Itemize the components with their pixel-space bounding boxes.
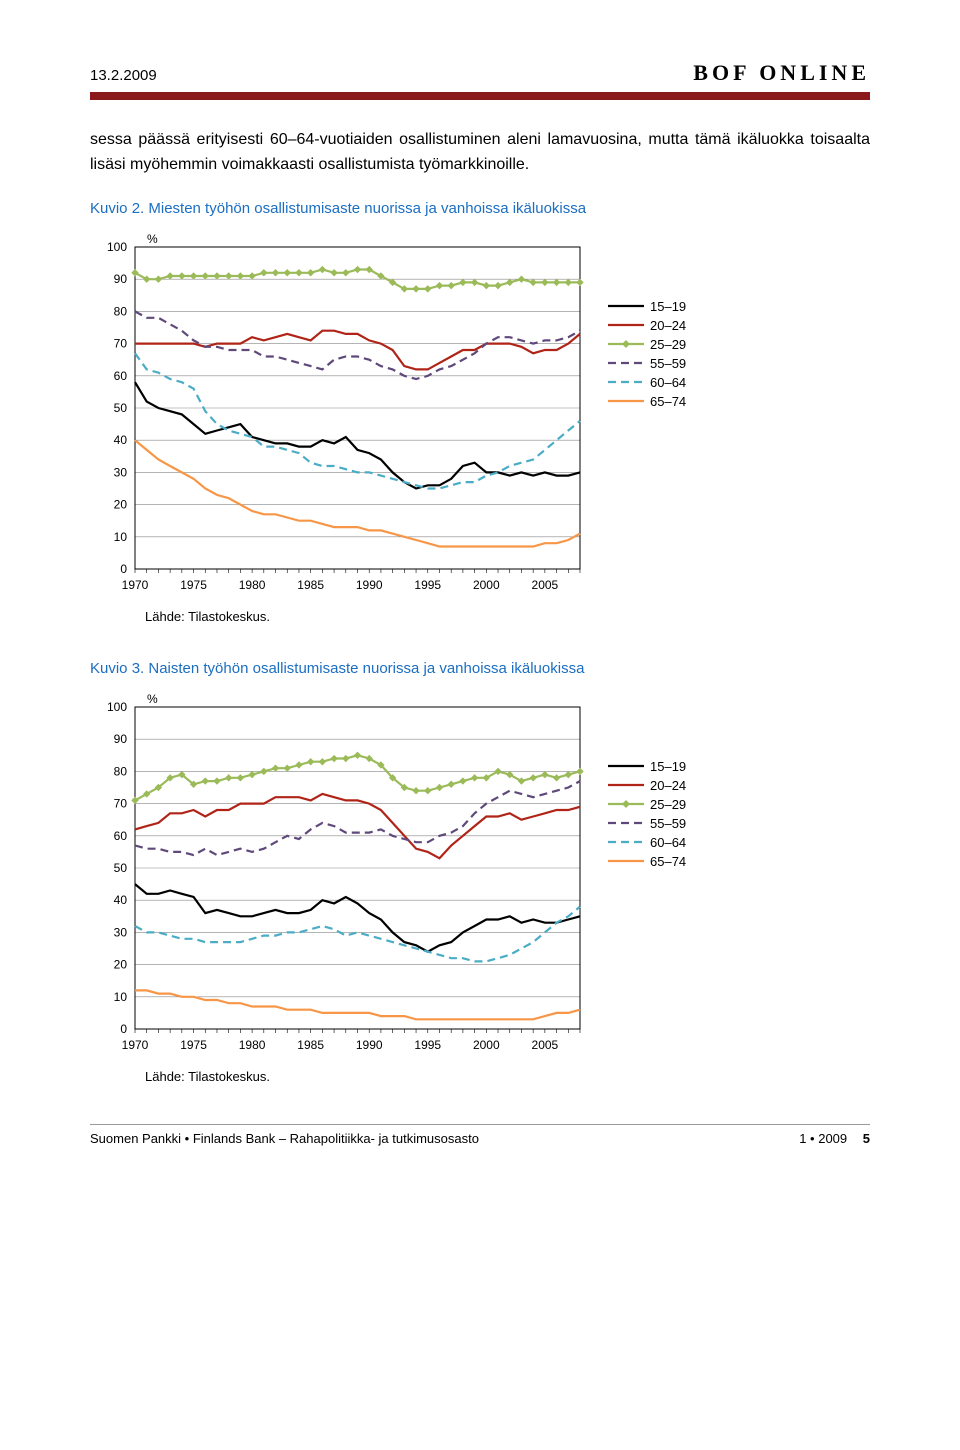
svg-text:20: 20: [114, 957, 128, 971]
svg-text:1990: 1990: [356, 1038, 383, 1052]
chart-block: Kuvio 2. Miesten työhön osallistumisaste…: [90, 200, 870, 624]
svg-text:2005: 2005: [532, 578, 559, 592]
svg-text:100: 100: [107, 700, 127, 714]
svg-text:90: 90: [114, 272, 128, 286]
svg-text:1980: 1980: [239, 578, 266, 592]
legend-label: 65–74: [650, 394, 686, 409]
legend-label: 60–64: [650, 835, 686, 850]
legend-label: 55–59: [650, 356, 686, 371]
legend-item: 65–74: [608, 394, 686, 409]
svg-text:1985: 1985: [297, 578, 324, 592]
svg-text:10: 10: [114, 989, 128, 1003]
svg-text:30: 30: [114, 925, 128, 939]
legend-label: 65–74: [650, 854, 686, 869]
legend-item: 20–24: [608, 778, 686, 793]
footer-issue: 1 • 2009: [799, 1131, 847, 1146]
svg-text:1980: 1980: [239, 1038, 266, 1052]
legend-label: 25–29: [650, 337, 686, 352]
footer-left: Suomen Pankki • Finlands Bank – Rahapoli…: [90, 1131, 479, 1146]
legend-item: 60–64: [608, 835, 686, 850]
legend-label: 25–29: [650, 797, 686, 812]
legend-item: 15–19: [608, 759, 686, 774]
svg-text:80: 80: [114, 764, 128, 778]
svg-text:1995: 1995: [414, 578, 441, 592]
legend-item: 25–29: [608, 797, 686, 812]
legend-label: 60–64: [650, 375, 686, 390]
svg-text:70: 70: [114, 796, 128, 810]
page-footer: Suomen Pankki • Finlands Bank – Rahapoli…: [90, 1124, 870, 1146]
chart-svg: 0 10 20 30 40 50 60 70 80 90 100 1970 1975 1980 1985 19…: [90, 689, 590, 1059]
chart-legend: 15–19 20–24 25–29 55–59 60–64 65–74: [608, 299, 686, 413]
legend-label: 55–59: [650, 816, 686, 831]
svg-text:1985: 1985: [297, 1038, 324, 1052]
legend-item: 60–64: [608, 375, 686, 390]
legend-label: 20–24: [650, 318, 686, 333]
chart-source: Lähde: Tilastokeskus.: [145, 1069, 870, 1084]
chart-source: Lähde: Tilastokeskus.: [145, 609, 870, 624]
svg-text:0: 0: [120, 1022, 127, 1036]
header-redbar: [90, 92, 870, 100]
svg-text:%: %: [147, 232, 158, 246]
chart-box: 0 10 20 30 40 50 60 70 80 90 100 1970 1975 1980 1985 19…: [90, 229, 870, 599]
svg-text:60: 60: [114, 368, 128, 382]
legend-item: 15–19: [608, 299, 686, 314]
legend-label: 15–19: [650, 299, 686, 314]
svg-text:1995: 1995: [414, 1038, 441, 1052]
chart-legend: 15–19 20–24 25–29 55–59 60–64 65–74: [608, 759, 686, 873]
svg-text:40: 40: [114, 433, 128, 447]
svg-text:90: 90: [114, 732, 128, 746]
svg-text:50: 50: [114, 861, 128, 875]
legend-item: 65–74: [608, 854, 686, 869]
svg-text:30: 30: [114, 465, 128, 479]
chart-box: 0 10 20 30 40 50 60 70 80 90 100 1970 1975 1980 1985 19…: [90, 689, 870, 1059]
svg-text:1970: 1970: [122, 1038, 149, 1052]
chart-caption: Kuvio 2. Miesten työhön osallistumisaste…: [90, 200, 870, 217]
legend-item: 55–59: [608, 356, 686, 371]
chart-block: Kuvio 3. Naisten työhön osallistumisaste…: [90, 660, 870, 1084]
svg-text:1975: 1975: [180, 1038, 207, 1052]
footer-page: 5: [863, 1131, 870, 1146]
legend-item: 25–29: [608, 337, 686, 352]
svg-text:20: 20: [114, 497, 128, 511]
svg-text:70: 70: [114, 336, 128, 350]
page-header: 13.2.2009 BOF ONLINE: [90, 60, 870, 86]
svg-text:1975: 1975: [180, 578, 207, 592]
svg-text:1970: 1970: [122, 578, 149, 592]
svg-text:%: %: [147, 692, 158, 706]
chart-caption: Kuvio 3. Naisten työhön osallistumisaste…: [90, 660, 870, 677]
header-date: 13.2.2009: [90, 67, 157, 84]
svg-text:1990: 1990: [356, 578, 383, 592]
svg-text:0: 0: [120, 562, 127, 576]
footer-right: 1 • 2009 5: [799, 1131, 870, 1146]
body-paragraph: sessa päässä erityisesti 60–64-vuotiaide…: [90, 128, 870, 178]
svg-text:60: 60: [114, 828, 128, 842]
legend-label: 20–24: [650, 778, 686, 793]
svg-text:10: 10: [114, 529, 128, 543]
header-brand: BOF ONLINE: [693, 60, 870, 86]
legend-item: 20–24: [608, 318, 686, 333]
svg-text:2000: 2000: [473, 1038, 500, 1052]
svg-text:40: 40: [114, 893, 128, 907]
svg-text:100: 100: [107, 240, 127, 254]
svg-text:80: 80: [114, 304, 128, 318]
legend-label: 15–19: [650, 759, 686, 774]
chart-svg: 0 10 20 30 40 50 60 70 80 90 100 1970 1975 1980 1985 19…: [90, 229, 590, 599]
legend-item: 55–59: [608, 816, 686, 831]
svg-text:50: 50: [114, 401, 128, 415]
page: 13.2.2009 BOF ONLINE sessa päässä erityi…: [0, 0, 960, 1186]
svg-text:2005: 2005: [532, 1038, 559, 1052]
svg-text:2000: 2000: [473, 578, 500, 592]
